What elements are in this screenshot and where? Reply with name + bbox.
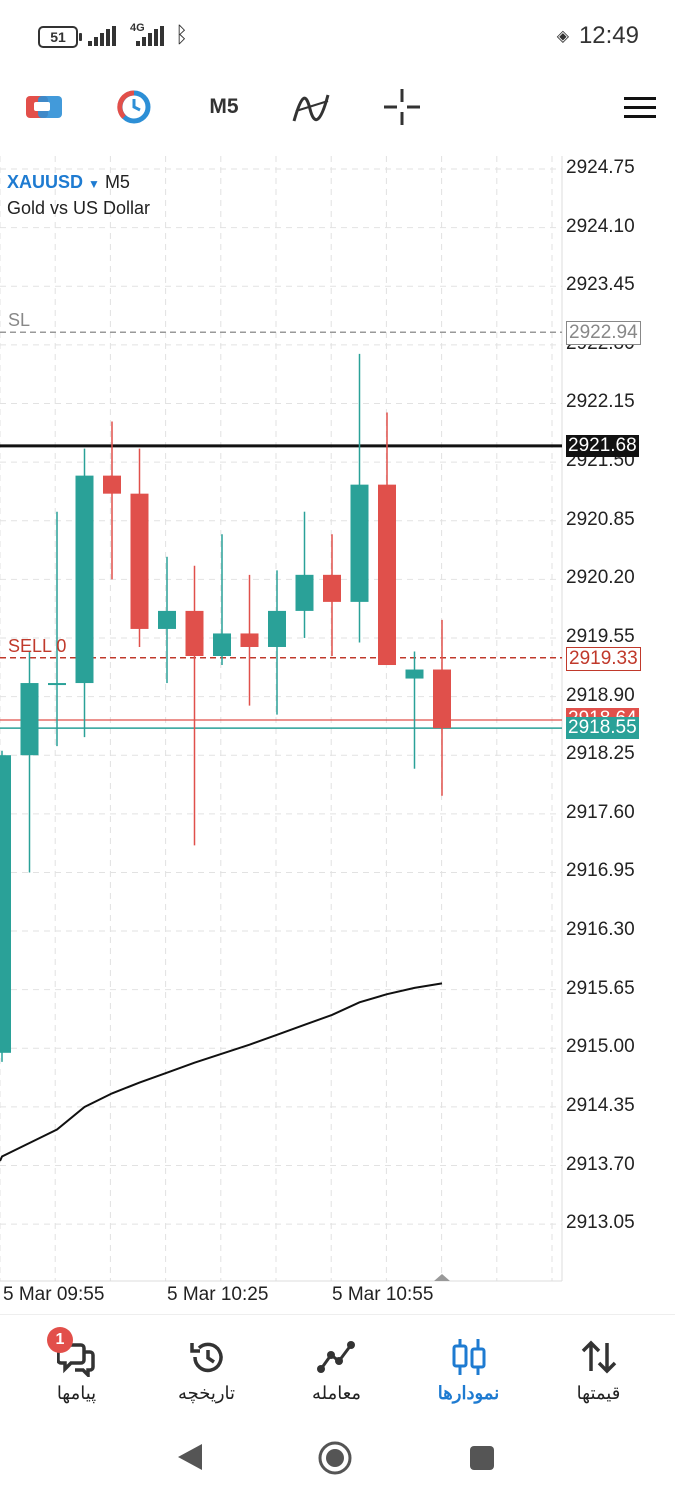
clock: 12:49 [578, 22, 639, 49]
current-price-tag: 2921.68 [566, 435, 639, 457]
symbol-timeframe: M5 [104, 172, 130, 192]
nav-messages[interactable]: 1 پیامها [9, 1315, 144, 1413]
charts-icon [452, 1339, 485, 1375]
candle-body-bull [48, 683, 66, 686]
nav-label-history: تاریخچه [177, 1383, 236, 1403]
price-chart[interactable]: XAUUSD ▼ M5 Gold vs US Dollar 2924.75 292… [0, 156, 675, 1314]
candle-body-bear [185, 610, 204, 656]
chart-toolbar: M5 [0, 72, 675, 142]
y-tick-label: 2916.95 [566, 860, 635, 882]
chevron-down-icon[interactable]: ▼ [88, 177, 100, 191]
candle-body-bull [75, 475, 94, 684]
y-tick-label: 2920.20 [566, 567, 635, 589]
candle-body-bear [103, 475, 121, 494]
signal-icon-2 [136, 26, 166, 46]
nav-label-messages: پیامها [56, 1383, 97, 1403]
chart-canvas[interactable] [0, 156, 675, 1314]
candle-body-bull [213, 633, 231, 656]
nav-label-quotes: قیمتها [576, 1383, 621, 1403]
y-tick-label: 2915.00 [566, 1036, 635, 1058]
y-tick-label: 2918.90 [566, 684, 635, 706]
signal-icon [88, 26, 118, 46]
y-tick-label: 2918.25 [566, 743, 635, 765]
moving-average-line [0, 982, 443, 1162]
y-tick-label: 2914.35 [566, 1094, 635, 1116]
nav-quotes[interactable]: قیمتها [531, 1315, 666, 1413]
candle-body-bull [405, 669, 424, 679]
y-tick-label: 2924.75 [566, 157, 635, 178]
x-tick-label: 5 Mar 10:25 [167, 1284, 269, 1305]
y-tick-label: 2923.45 [566, 274, 635, 296]
layers-icon: ◈ [556, 28, 569, 45]
nav-trade[interactable]: معامله [269, 1315, 404, 1413]
bid-price-tag: 2918.55 [566, 717, 639, 739]
y-tick-label: 2920.85 [566, 508, 635, 530]
nav-charts[interactable]: نمودارها [401, 1315, 536, 1413]
sell-price-tag: 2919.33 [566, 647, 641, 671]
timeframe-button[interactable]: M5 [209, 95, 239, 118]
ask-price-tag: 2918.64 [566, 708, 639, 718]
sl-line-label: SL [8, 310, 31, 330]
x-tick-label: 5 Mar 09:55 [3, 1284, 105, 1305]
sell-line-label: SELL 0 [8, 636, 67, 656]
crosshair-icon[interactable] [384, 72, 420, 142]
messages-badge: 1 [47, 1327, 73, 1353]
trade-icon [316, 1341, 355, 1373]
symbol-name[interactable]: XAUUSD [7, 172, 84, 192]
candle-body-bull [350, 484, 369, 602]
battery-icon: 51 [38, 26, 82, 48]
candle-body-bear [240, 633, 259, 647]
network-type: 4G [130, 22, 145, 34]
history-icon [189, 1342, 223, 1373]
recents-icon[interactable] [468, 1444, 496, 1472]
bottom-navigation: 1 پیامها تاریخچه معامله نمودارها قیمتها [0, 1314, 675, 1413]
candle-body-bear [130, 493, 149, 629]
y-tick-label: 2913.05 [566, 1212, 635, 1234]
sl-price-tag: 2922.94 [566, 321, 641, 345]
quotes-icon [581, 1340, 616, 1374]
candle-body-bull [20, 683, 39, 756]
candle-body-bull [268, 610, 286, 647]
trade-panel-icon[interactable] [26, 72, 62, 142]
objects-icon[interactable] [292, 72, 332, 142]
back-icon[interactable] [176, 1442, 204, 1472]
y-tick-label: 2924.10 [566, 215, 635, 237]
candle-body-bull [295, 574, 314, 611]
nav-history[interactable]: تاریخچه [139, 1315, 274, 1413]
indicators-icon[interactable] [116, 72, 152, 142]
nav-label-trade: معامله [311, 1383, 362, 1403]
candle-body-bear [433, 669, 451, 729]
y-tick-label: 2913.70 [566, 1153, 635, 1175]
menu-icon[interactable] [624, 72, 658, 142]
system-navigation [0, 1412, 675, 1500]
bluetooth-icon: ᛒ [175, 22, 189, 47]
y-tick-label: 2917.60 [566, 801, 635, 823]
x-tick-label: 5 Mar 10:55 [332, 1284, 434, 1305]
nav-label-charts: نمودارها [437, 1383, 500, 1403]
candle-body-bull [0, 755, 11, 1053]
symbol-description: Gold vs US Dollar [7, 198, 151, 218]
candle-body-bear [323, 574, 341, 602]
status-bar: 51 4G ᛒ ◈ 12:49 [0, 0, 675, 72]
candle-body-bull [158, 610, 176, 629]
y-tick-label: 2919.55 [566, 625, 635, 647]
symbol-label[interactable]: XAUUSD ▼ M5 [7, 172, 130, 193]
chart-shift-icon [434, 1274, 450, 1281]
candle-body-bear [378, 484, 396, 666]
y-tick-label: 2915.65 [566, 977, 635, 999]
y-tick-label: 2922.15 [566, 391, 635, 413]
y-tick-label: 2916.30 [566, 919, 635, 941]
home-icon[interactable] [317, 1440, 353, 1476]
